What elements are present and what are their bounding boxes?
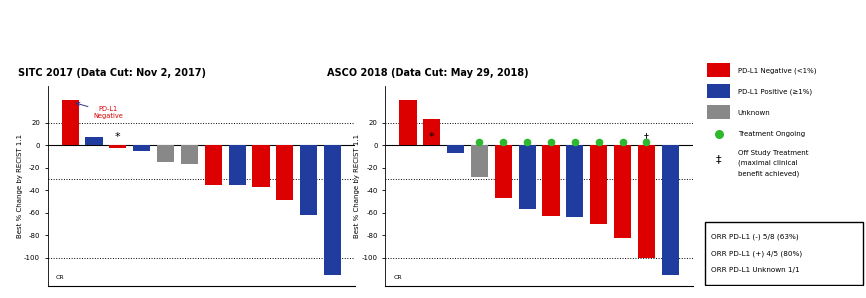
Bar <box>229 145 246 184</box>
Bar <box>86 137 102 145</box>
Text: ASCO 2018 (Data Cut: May 29, 2018): ASCO 2018 (Data Cut: May 29, 2018) <box>326 68 528 78</box>
Bar <box>276 145 294 200</box>
Bar <box>301 145 317 215</box>
Text: SITC 2017 (Data Cut: Nov 2, 2017): SITC 2017 (Data Cut: Nov 2, 2017) <box>17 68 206 78</box>
Text: ASCO 2018: ORR=10/14 (71%); DCR=11/14 (79%): ASCO 2018: ORR=10/14 (71%); DCR=11/14 (7… <box>270 40 596 53</box>
Text: PD-L1 Positive (≥1%): PD-L1 Positive (≥1%) <box>738 89 812 95</box>
Text: ‡: ‡ <box>716 154 721 164</box>
Bar <box>252 145 269 187</box>
Bar <box>662 145 679 275</box>
Bar <box>708 84 730 98</box>
Bar <box>133 145 151 151</box>
Bar <box>494 145 512 198</box>
Bar <box>708 63 730 77</box>
Text: SITC 2017: ORR=6/13 (46%); DCR=11/13 (85%): SITC 2017: ORR=6/13 (46%); DCR=11/13 (85… <box>277 13 589 26</box>
Bar <box>519 145 536 209</box>
Text: Off Study Treatment: Off Study Treatment <box>738 150 808 156</box>
Bar <box>471 145 488 177</box>
Bar <box>566 145 584 217</box>
Bar <box>157 145 174 162</box>
Text: Unknown: Unknown <box>738 110 771 116</box>
Text: PD-L1
Negative: PD-L1 Negative <box>76 103 123 119</box>
Bar <box>542 145 559 216</box>
Y-axis label: Best % Change by RECIST 1.1: Best % Change by RECIST 1.1 <box>16 134 23 238</box>
Bar <box>61 100 79 145</box>
Text: PD-L1 Negative (<1%): PD-L1 Negative (<1%) <box>738 68 817 74</box>
Text: *: * <box>115 132 120 142</box>
Text: Treatment Ongoing: Treatment Ongoing <box>738 131 805 136</box>
Text: (maximal clinical: (maximal clinical <box>738 159 798 166</box>
FancyBboxPatch shape <box>705 222 863 285</box>
Text: ORR PD-L1 (+) 4/5 (80%): ORR PD-L1 (+) 4/5 (80%) <box>711 250 803 257</box>
Text: CR: CR <box>56 274 64 280</box>
Y-axis label: Best % Change by RECIST 1.1: Best % Change by RECIST 1.1 <box>354 134 360 238</box>
Bar <box>204 145 222 184</box>
Text: ORR PD-L1 Unknown 1/1: ORR PD-L1 Unknown 1/1 <box>711 267 800 273</box>
Bar <box>590 145 607 224</box>
Text: ‡: ‡ <box>644 132 649 142</box>
Bar <box>399 100 417 145</box>
Bar <box>638 145 655 258</box>
Bar <box>447 145 464 153</box>
Bar <box>181 145 198 164</box>
Bar <box>109 145 126 148</box>
Bar <box>614 145 631 238</box>
Bar <box>423 119 440 145</box>
Bar <box>708 105 730 119</box>
Text: *: * <box>429 132 435 142</box>
Bar <box>324 145 341 275</box>
Text: benefit achieved): benefit achieved) <box>738 170 799 177</box>
Text: CR: CR <box>394 274 402 280</box>
Text: ORR PD-L1 (-) 5/8 (63%): ORR PD-L1 (-) 5/8 (63%) <box>711 233 799 240</box>
